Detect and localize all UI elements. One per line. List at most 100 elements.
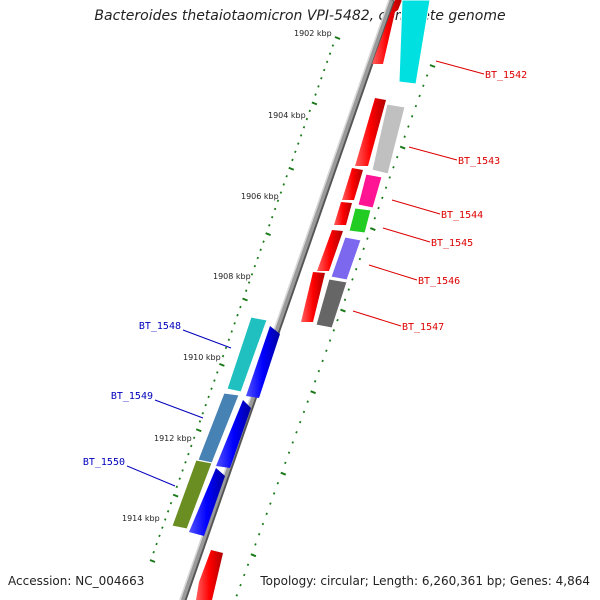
minor-tick (161, 526, 164, 529)
minor-tick (325, 60, 329, 64)
gene-label-connector (408, 146, 458, 161)
minor-tick (422, 84, 425, 88)
minor-tick (358, 257, 362, 261)
gene-feature-bt-1550[interactable] (171, 459, 213, 530)
minor-tick (291, 158, 294, 162)
cds-forward[interactable] (196, 550, 223, 600)
scale-label: 1902 kbp (294, 29, 332, 38)
minor-tick (384, 186, 388, 189)
gene-feature-bt-1542[interactable] (398, 0, 431, 85)
minor-tick (224, 346, 228, 350)
minor-tick (221, 354, 225, 358)
minor-tick (269, 502, 272, 505)
minor-tick (256, 256, 259, 260)
minor-tick (306, 400, 309, 403)
minor-tick (166, 510, 170, 513)
minor-tick (331, 44, 335, 47)
minor-tick (317, 85, 320, 88)
reverse-cds-features (189, 326, 280, 536)
minor-tick (198, 420, 202, 423)
minor-tick (354, 267, 358, 271)
minor-tick (410, 115, 414, 118)
minor-tick (295, 431, 298, 434)
major-tick (334, 36, 341, 40)
gene-feature-bt-1544[interactable] (357, 173, 383, 209)
cds-forward[interactable] (301, 272, 325, 322)
gene-label-bt-1542[interactable]: BT_1542 (485, 70, 527, 81)
gene-label-bt-1550[interactable]: BT_1550 (83, 457, 125, 468)
gene-label-bt-1543[interactable]: BT_1543 (458, 156, 500, 167)
gene-feature-bt-1546[interactable] (330, 236, 362, 281)
major-tick (265, 232, 271, 237)
minor-tick (294, 150, 297, 154)
minor-tick (276, 199, 280, 203)
minor-tick (302, 125, 306, 129)
minor-tick (164, 518, 167, 521)
minor-tick (287, 451, 291, 454)
minor-tick (284, 461, 287, 465)
minor-tick (210, 387, 213, 391)
minor-tick (257, 532, 261, 536)
minor-tick (388, 176, 391, 179)
cds-forward[interactable] (334, 202, 352, 225)
gene-label-bt-1545[interactable]: BT_1545 (431, 238, 473, 249)
gene-label-connector (382, 227, 431, 243)
minor-tick (244, 289, 248, 292)
minor-tick (299, 420, 302, 424)
minor-tick (190, 444, 193, 448)
minor-tick (204, 403, 207, 407)
gene-label-connector (391, 199, 441, 215)
cds-reverse[interactable] (189, 468, 225, 536)
minor-tick (230, 330, 233, 333)
minor-tick (323, 68, 326, 72)
minor-tick (271, 215, 274, 219)
cds-forward[interactable] (342, 168, 363, 200)
minor-tick (317, 369, 321, 373)
minor-tick (291, 441, 294, 444)
reverse-genes: BT_1548 BT_1549 BT_1550 (83, 316, 268, 530)
backbone (179, 0, 394, 600)
minor-tick (273, 207, 277, 211)
tick-marks-inner (235, 64, 436, 597)
minor-tick (332, 329, 336, 332)
minor-tick (265, 512, 268, 516)
minor-tick (351, 278, 354, 281)
minor-tick (328, 52, 332, 55)
cds-reverse[interactable] (246, 326, 280, 398)
gene-label-bt-1547[interactable]: BT_1547 (402, 322, 444, 333)
minor-tick (216, 371, 219, 374)
minor-tick (261, 522, 265, 526)
gene-feature-bt-1548[interactable] (226, 316, 268, 393)
cds-forward[interactable] (355, 98, 386, 166)
minor-tick (233, 322, 236, 325)
minor-tick (392, 166, 395, 169)
gene-label-bt-1548[interactable]: BT_1548 (139, 321, 181, 332)
minor-tick (282, 183, 285, 186)
gene-label-bt-1549[interactable]: BT_1549 (111, 391, 153, 402)
minor-tick (313, 380, 317, 383)
gene-label-connector (154, 399, 204, 419)
cds-reverse[interactable] (216, 400, 251, 468)
minor-tick (414, 104, 418, 108)
scale-label: 1908 kbp (213, 272, 251, 281)
minor-tick (259, 248, 262, 252)
minor-tick (178, 477, 181, 480)
minor-tick (158, 534, 161, 538)
minor-tick (373, 216, 377, 220)
minor-tick (305, 117, 309, 121)
minor-tick (227, 338, 231, 341)
minor-tick (336, 318, 339, 322)
major-tick (250, 553, 257, 558)
minor-tick (381, 196, 384, 200)
major-tick (369, 227, 376, 232)
minor-tick (377, 206, 380, 210)
gene-label-bt-1546[interactable]: BT_1546 (418, 276, 460, 287)
cds-forward[interactable] (372, 0, 402, 64)
gene-feature-bt-1545[interactable] (348, 207, 372, 234)
cds-forward[interactable] (317, 230, 343, 271)
gene-feature-bt-1547[interactable] (315, 278, 348, 329)
major-tick (429, 64, 436, 68)
gene-label-bt-1544[interactable]: BT_1544 (441, 210, 483, 221)
gene-feature-bt-1543[interactable] (371, 103, 406, 175)
minor-tick (325, 349, 328, 353)
